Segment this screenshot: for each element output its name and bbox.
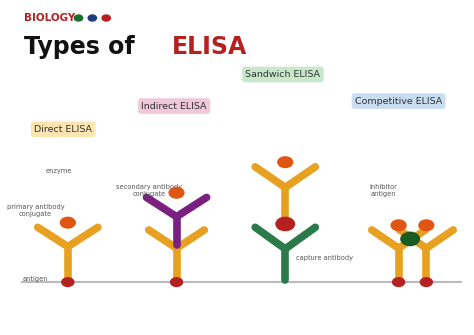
Circle shape: [276, 217, 294, 230]
Circle shape: [88, 15, 97, 21]
Circle shape: [102, 15, 110, 21]
Text: BIOLOGY: BIOLOGY: [24, 13, 75, 23]
Text: Competitive ELISA: Competitive ELISA: [355, 96, 442, 106]
Circle shape: [74, 15, 82, 21]
Circle shape: [391, 220, 406, 230]
Text: enzyme: enzyme: [46, 168, 72, 174]
Circle shape: [169, 188, 184, 198]
Text: Types of: Types of: [24, 35, 143, 59]
Circle shape: [171, 278, 182, 286]
Circle shape: [420, 278, 432, 286]
Circle shape: [401, 232, 419, 246]
Circle shape: [392, 278, 405, 286]
Text: ELISA: ELISA: [172, 35, 247, 59]
Circle shape: [278, 157, 292, 168]
Text: capture antibody: capture antibody: [296, 255, 353, 261]
Text: Direct ELISA: Direct ELISA: [34, 125, 92, 134]
Circle shape: [62, 278, 74, 286]
Text: secondary antibody
conjugate: secondary antibody conjugate: [116, 184, 182, 197]
Text: antigen: antigen: [23, 276, 48, 282]
Circle shape: [60, 217, 75, 228]
Text: Sandwich ELISA: Sandwich ELISA: [246, 70, 320, 79]
Text: Indirect ELISA: Indirect ELISA: [141, 102, 207, 111]
Circle shape: [419, 220, 434, 230]
Text: primary antibody
conjugate: primary antibody conjugate: [7, 204, 64, 217]
Text: inhibitor
antigen: inhibitor antigen: [370, 184, 398, 197]
